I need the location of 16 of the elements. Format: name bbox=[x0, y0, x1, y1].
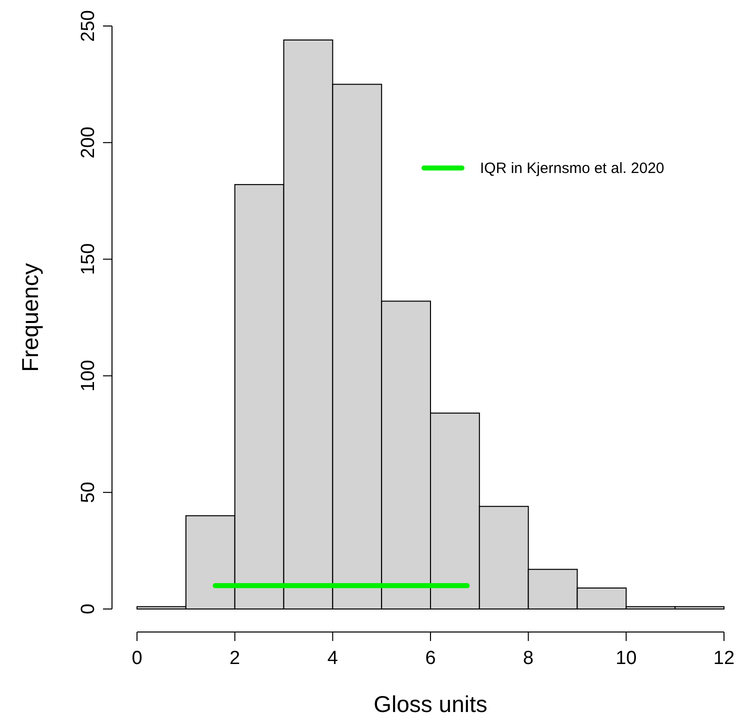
y-axis-title: Frequency bbox=[17, 262, 43, 372]
x-tick-label: 4 bbox=[327, 648, 338, 669]
y-tick-label: 0 bbox=[78, 604, 99, 614]
x-tick-label: 10 bbox=[616, 648, 637, 669]
x-tick-label: 8 bbox=[523, 648, 534, 669]
x-tick-label: 0 bbox=[132, 648, 142, 669]
legend-label: IQR in Kjernsmo et al. 2020 bbox=[480, 160, 664, 177]
x-tick-label: 6 bbox=[425, 648, 436, 669]
y-tick-label: 250 bbox=[78, 10, 99, 42]
x-tick-label: 12 bbox=[713, 648, 735, 669]
y-tick-label: 200 bbox=[78, 126, 99, 158]
x-axis-title: Gloss units bbox=[374, 691, 488, 717]
y-tick-label: 50 bbox=[78, 482, 99, 503]
x-tick-label: 2 bbox=[230, 648, 240, 669]
y-tick-label: 100 bbox=[78, 360, 99, 392]
y-tick-label: 150 bbox=[78, 243, 99, 276]
